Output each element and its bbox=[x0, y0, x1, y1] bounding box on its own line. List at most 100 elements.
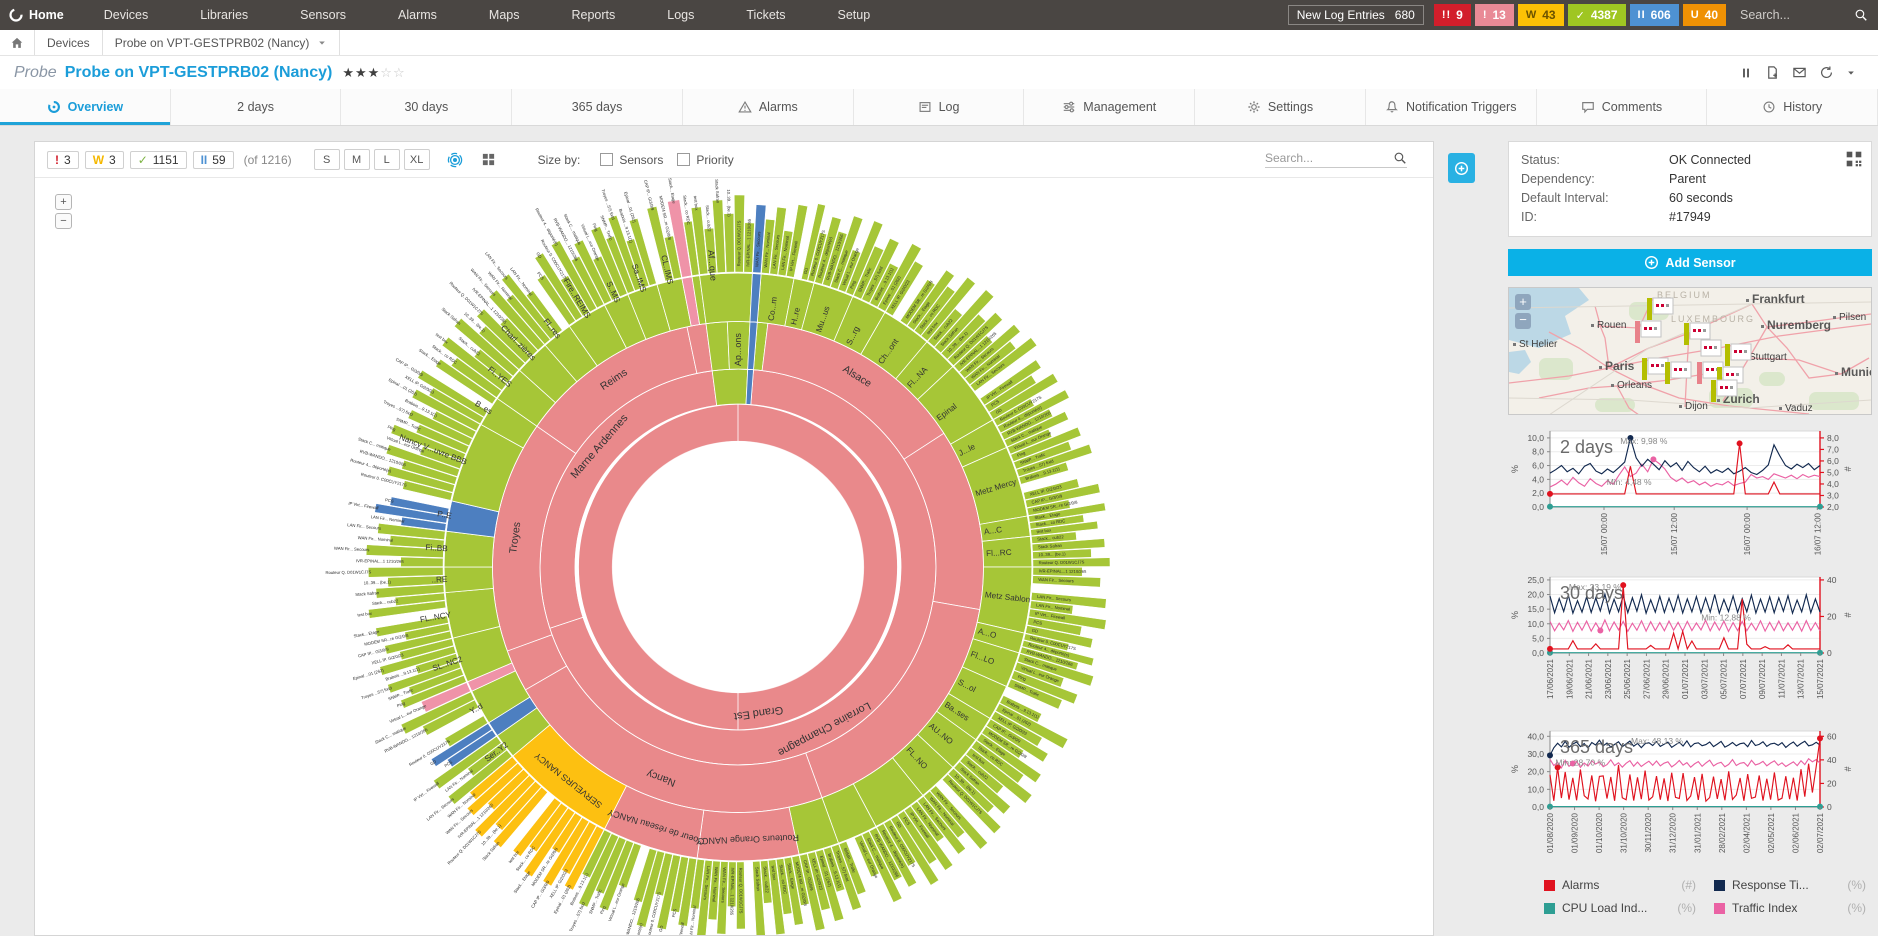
nav-maps[interactable]: Maps bbox=[463, 0, 546, 30]
new-log-entries-button[interactable]: New Log Entries680 bbox=[1288, 5, 1424, 25]
nav-alarms[interactable]: Alarms bbox=[372, 0, 463, 30]
grid-view-button[interactable] bbox=[475, 149, 503, 171]
tab-365-days[interactable]: 365 days bbox=[512, 89, 683, 125]
count-value: 1151 bbox=[153, 153, 179, 167]
mini-graph-2-days[interactable]: 0,02,04,06,08,010,02,03,04,05,06,07,08,0… bbox=[1508, 424, 1856, 567]
svg-text:40,0: 40,0 bbox=[1527, 731, 1544, 741]
sensor-search bbox=[1265, 151, 1407, 168]
status-badge-alarms-red[interactable]: !!9 bbox=[1434, 4, 1471, 26]
sunburst-chart[interactable]: Grand EstLorraine ChampagneMarne Ardenne… bbox=[35, 178, 1433, 935]
status-badge-unusual-sensors[interactable]: U40 bbox=[1683, 4, 1726, 26]
email-icon[interactable] bbox=[1792, 65, 1807, 80]
tab-2-days[interactable]: 2 days bbox=[171, 89, 342, 125]
view-toggle-buttons bbox=[438, 149, 506, 171]
nav-devices[interactable]: Devices bbox=[78, 0, 174, 30]
nav-setup[interactable]: Setup bbox=[812, 0, 897, 30]
size-button-m[interactable]: M bbox=[344, 149, 370, 170]
status-badge-alarms-partial[interactable]: !13 bbox=[1475, 4, 1514, 26]
mini-graph-30-days[interactable]: 0,05,010,015,020,025,002040%#30 daysMax:… bbox=[1508, 570, 1856, 721]
nav-sensors[interactable]: Sensors bbox=[274, 0, 372, 30]
tab-management[interactable]: Management bbox=[1024, 89, 1195, 125]
sunburst-segment[interactable] bbox=[712, 369, 748, 405]
nav-tickets[interactable]: Tickets bbox=[720, 0, 811, 30]
star-3[interactable]: ★ bbox=[368, 65, 381, 80]
nav-libraries[interactable]: Libraries bbox=[174, 0, 274, 30]
tab-log[interactable]: Log bbox=[854, 89, 1025, 125]
legend-item-cpu-load-ind[interactable]: CPU Load Ind...(%) bbox=[1544, 901, 1714, 915]
tab-30-days[interactable]: 30 days bbox=[341, 89, 512, 125]
map-zoom-in-button[interactable]: + bbox=[1515, 294, 1531, 310]
status-badge-count: 9 bbox=[1456, 8, 1463, 22]
checkbox-sensors[interactable]: Sensors bbox=[600, 153, 663, 167]
add-panel-button[interactable] bbox=[1448, 153, 1475, 183]
down-count[interactable]: !3 bbox=[47, 151, 79, 169]
caret-down-icon[interactable] bbox=[1846, 68, 1856, 78]
legend-item-response-ti[interactable]: Response Ti...(%) bbox=[1714, 878, 1878, 892]
svg-text:Min: 4,48 %: Min: 4,48 % bbox=[1607, 477, 1652, 487]
svg-text:Stack... Etage: Stack... Etage bbox=[512, 869, 531, 894]
info-row: Dependency:Parent bbox=[1521, 170, 1859, 189]
add-report-icon[interactable] bbox=[1765, 65, 1780, 80]
breadcrumb-home[interactable] bbox=[0, 30, 35, 55]
svg-text:15/07 00:00: 15/07 00:00 bbox=[1600, 512, 1609, 555]
size-button-xl[interactable]: XL bbox=[404, 149, 430, 170]
size-button-l[interactable]: L bbox=[374, 149, 400, 170]
search-icon[interactable] bbox=[1854, 8, 1868, 22]
star-4[interactable]: ☆ bbox=[380, 65, 393, 80]
star-2[interactable]: ★ bbox=[355, 65, 368, 80]
tab-history[interactable]: History bbox=[1707, 89, 1878, 125]
legend-item-alarms[interactable]: Alarms(#) bbox=[1544, 878, 1714, 892]
global-search-input[interactable] bbox=[1740, 8, 1850, 22]
star-5[interactable]: ☆ bbox=[393, 65, 406, 80]
qr-code-icon[interactable] bbox=[1845, 150, 1863, 168]
sunburst-sensor-cell[interactable] bbox=[724, 214, 735, 273]
sunburst-segment[interactable] bbox=[444, 567, 493, 593]
sunburst-segment[interactable] bbox=[700, 273, 753, 323]
paused-count[interactable]: II59 bbox=[193, 151, 234, 169]
bell-icon bbox=[1385, 100, 1399, 114]
tab-label: Overview bbox=[68, 100, 124, 114]
breadcrumb-item-probe-on-vpt-gestprb02-nancy[interactable]: Probe on VPT-GESTPRB02 (Nancy) bbox=[103, 30, 341, 55]
refresh-icon[interactable] bbox=[1819, 65, 1834, 80]
tab-settings[interactable]: Settings bbox=[1195, 89, 1366, 125]
tab-alarms[interactable]: Alarms bbox=[683, 89, 854, 125]
warning-count[interactable]: W3 bbox=[85, 151, 124, 169]
breadcrumb-item-devices[interactable]: Devices bbox=[35, 30, 103, 55]
zoom-out-button[interactable]: − bbox=[55, 213, 72, 229]
map-zoom-out-button[interactable]: − bbox=[1515, 312, 1531, 329]
zoom-in-button[interactable]: + bbox=[55, 194, 72, 210]
sensor-search-input[interactable] bbox=[1265, 151, 1385, 165]
size-button-s[interactable]: S bbox=[314, 149, 340, 170]
mini-graph-365-days[interactable]: 0,010,020,030,040,00204060%#365 daysMax:… bbox=[1508, 724, 1856, 875]
checkbox-box[interactable] bbox=[677, 153, 690, 166]
sunburst-sensor-cell[interactable] bbox=[401, 557, 443, 567]
status-badge-up-sensors[interactable]: ✓4387 bbox=[1568, 4, 1626, 26]
svg-text:IP Virt... Firewall: IP Virt... Firewall bbox=[676, 922, 686, 935]
search-icon[interactable] bbox=[1393, 151, 1407, 165]
svg-text:Vaduz: Vaduz bbox=[1785, 403, 1813, 414]
status-badge-paused-sensors[interactable]: II606 bbox=[1630, 4, 1679, 26]
priority-stars[interactable]: ★★★☆☆ bbox=[342, 65, 405, 81]
tab-notification-triggers[interactable]: Notification Triggers bbox=[1366, 89, 1537, 125]
nav-home[interactable]: Home bbox=[0, 7, 78, 23]
map-canvas[interactable]: BELGIUMLUXEMBOURGSt HelierRouenParisOrle… bbox=[1509, 288, 1871, 415]
legend-item-traffic-index[interactable]: Traffic Index(%) bbox=[1714, 901, 1878, 915]
status-badge-warnings[interactable]: W43 bbox=[1518, 4, 1564, 26]
tab-overview[interactable]: Overview bbox=[0, 89, 171, 125]
device-marker[interactable] bbox=[1701, 340, 1721, 356]
svg-text:40: 40 bbox=[1827, 755, 1837, 765]
nav-logs[interactable]: Logs bbox=[641, 0, 720, 30]
up-count[interactable]: ✓1151 bbox=[130, 151, 187, 169]
star-1[interactable]: ★ bbox=[342, 65, 355, 80]
checkbox-priority[interactable]: Priority bbox=[677, 153, 733, 167]
sunburst-view-button[interactable] bbox=[441, 149, 469, 171]
caret-down-icon[interactable] bbox=[317, 38, 327, 48]
checkbox-box[interactable] bbox=[600, 153, 613, 166]
geo-map[interactable]: BELGIUMLUXEMBOURGSt HelierRouenParisOrle… bbox=[1508, 287, 1872, 415]
add-sensor-button[interactable]: Add Sensor bbox=[1508, 249, 1872, 276]
tab-comments[interactable]: Comments bbox=[1537, 89, 1708, 125]
nav-reports[interactable]: Reports bbox=[545, 0, 641, 30]
pause-icon[interactable] bbox=[1739, 66, 1753, 80]
comment-icon bbox=[1581, 100, 1595, 114]
svg-text:Stack... Etage: Stack... Etage bbox=[667, 178, 677, 205]
